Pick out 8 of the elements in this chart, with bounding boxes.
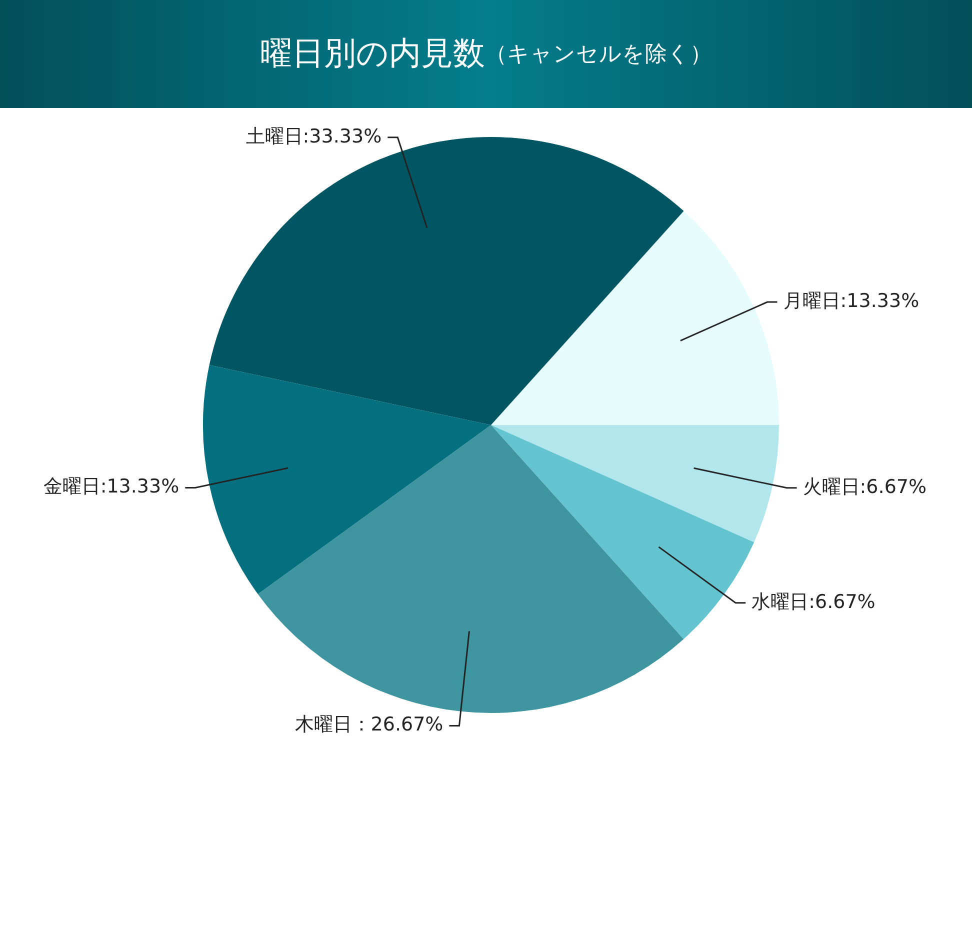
- slice-label: 土曜日:33.33%: [246, 125, 382, 148]
- slice-label: 木曜日：26.67%: [294, 714, 444, 736]
- chart-subtitle: （キャンセルを除く）: [485, 41, 712, 69]
- chart-title: 曜日別の内見数: [260, 33, 485, 74]
- slice-label: 金曜日:13.33%: [43, 476, 180, 498]
- slice-label: 月曜日:13.33%: [783, 290, 920, 312]
- slice-label: 水曜日:6.67%: [752, 590, 876, 613]
- slice-label: 火曜日:6.67%: [802, 476, 927, 498]
